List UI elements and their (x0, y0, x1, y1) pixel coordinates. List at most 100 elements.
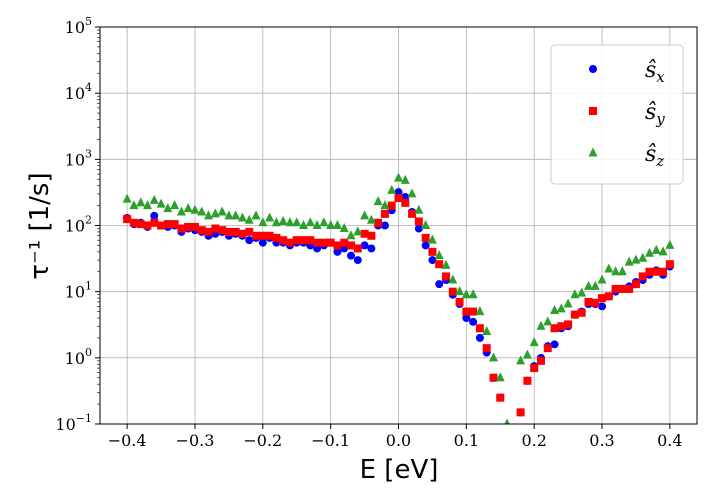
data-point-z (217, 206, 227, 216)
data-point-y (475, 324, 484, 333)
data-point-z (482, 326, 492, 336)
data-point-z (305, 217, 315, 227)
data-point-x (414, 224, 423, 233)
data-point-z (339, 223, 349, 233)
data-point-z (360, 210, 370, 220)
data-point-y (279, 236, 288, 245)
legend-marker-x (589, 65, 597, 73)
data-point-z (149, 194, 159, 204)
data-point-z (611, 266, 621, 276)
data-point-y (163, 220, 172, 229)
data-point-y (170, 220, 179, 229)
data-point-z (563, 298, 573, 308)
data-point-y (638, 272, 647, 281)
series-y (123, 194, 674, 417)
data-point-y (564, 320, 573, 329)
data-point-z (258, 217, 268, 227)
data-point-y (604, 292, 613, 301)
data-point-y (204, 227, 213, 236)
data-point-y (577, 308, 586, 317)
data-point-y (123, 215, 132, 224)
y-tick-label: 103 (65, 147, 92, 169)
data-point-x (380, 221, 389, 230)
data-point-z (543, 316, 553, 326)
data-point-z (645, 247, 655, 257)
data-point-z (604, 263, 614, 273)
data-point-y (387, 201, 396, 210)
data-point-z (265, 212, 275, 222)
data-point-z (271, 217, 281, 227)
x-tick-label: −0.3 (176, 431, 215, 450)
data-point-z (210, 208, 220, 218)
data-point-y (367, 231, 376, 240)
data-point-y (469, 307, 478, 316)
data-point-y (299, 236, 308, 245)
data-point-y (530, 364, 539, 373)
data-point-z (455, 286, 465, 296)
data-point-y (218, 226, 227, 235)
data-point-z (170, 200, 180, 210)
data-points (122, 172, 675, 424)
data-point-z (278, 215, 288, 225)
data-point-z (441, 259, 451, 269)
data-point-y (150, 218, 159, 227)
plot-frame (99, 26, 698, 425)
data-point-z (427, 234, 437, 244)
data-point-z (638, 252, 648, 262)
data-point-x (462, 313, 471, 322)
data-point-z (583, 280, 593, 290)
data-point-y (313, 238, 322, 247)
data-point-z (319, 217, 329, 227)
legend-frame (550, 44, 684, 185)
data-point-z (529, 337, 539, 347)
data-point-x (367, 244, 376, 253)
data-point-z (380, 200, 390, 210)
data-point-y (184, 222, 193, 231)
y-tick-label: 105 (65, 15, 92, 37)
data-point-z (394, 172, 403, 182)
data-point-y (618, 284, 627, 293)
y-tick-label: 104 (65, 81, 92, 103)
data-point-z (400, 174, 410, 184)
data-point-x (550, 340, 559, 349)
data-point-y (394, 194, 403, 203)
data-point-z (299, 220, 309, 229)
tick-labels: −0.4 −0.3 −0.2 −0.1 0.0 0.1 0.2 0.3 0.4 10−1 100 10… (55, 15, 682, 450)
data-point-z (231, 210, 241, 220)
data-point-z (156, 198, 166, 208)
data-point-y (224, 227, 233, 236)
data-point-y (591, 298, 600, 307)
data-point-z (204, 210, 214, 220)
y-tick-label: 102 (65, 214, 92, 236)
data-point-z (590, 280, 600, 290)
data-point-y (197, 226, 206, 235)
data-point-z (312, 220, 322, 229)
data-point-y (570, 310, 579, 319)
data-point-y (211, 224, 220, 233)
data-point-y (143, 221, 152, 230)
data-point-z (373, 196, 383, 206)
data-point-y (360, 229, 369, 238)
data-point-z (353, 226, 363, 236)
data-point-y (516, 408, 525, 417)
data-point-z (522, 349, 532, 359)
data-point-y (428, 247, 437, 256)
data-point-y (129, 218, 138, 227)
data-point-y (631, 280, 640, 289)
data-point-z (326, 220, 336, 229)
data-point-y (319, 238, 328, 247)
data-point-z (597, 274, 607, 284)
data-point-y (326, 238, 335, 247)
data-point-z (536, 320, 546, 330)
data-point-y (157, 221, 166, 230)
data-point-y (374, 218, 383, 227)
data-point-z (244, 214, 254, 224)
data-point-z (631, 254, 641, 264)
data-point-z (624, 256, 634, 266)
legend-marker-y (589, 107, 597, 115)
data-point-y (136, 220, 145, 229)
data-point-y (190, 222, 199, 231)
x-tick-label: 0.1 (454, 431, 479, 450)
data-point-z (251, 210, 261, 220)
